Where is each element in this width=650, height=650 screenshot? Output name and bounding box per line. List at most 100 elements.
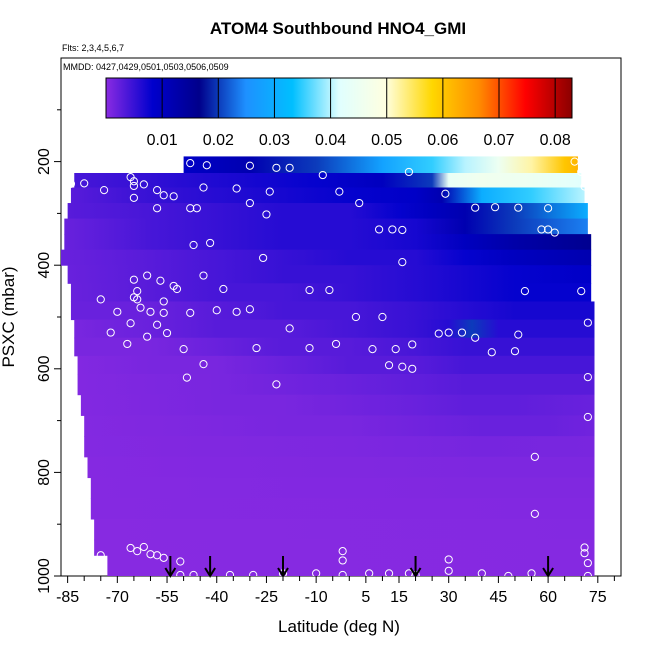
heatmap-band xyxy=(87,456,595,479)
observation-point xyxy=(504,571,513,576)
observation-point xyxy=(172,284,182,294)
observation-point xyxy=(99,185,109,195)
colorbar: 0.01 0.02 0.03 0.04 0.05 0.06 0.07 0.08 xyxy=(105,77,573,149)
x-tick-label: -55 xyxy=(155,589,178,606)
observation-point xyxy=(335,187,344,196)
heatmap-band xyxy=(74,319,595,339)
observation-point xyxy=(570,157,579,166)
observation-point xyxy=(156,276,165,285)
observation-point xyxy=(368,345,377,354)
observation-point xyxy=(550,228,559,237)
observation-point xyxy=(199,360,208,369)
chart-title: ATOM4 Southbound HNO4_GMI xyxy=(210,19,466,38)
observation-point xyxy=(285,324,294,333)
observation-point xyxy=(338,556,347,565)
observation-point xyxy=(113,307,122,316)
observation-point xyxy=(136,303,145,312)
observation-point xyxy=(265,187,274,196)
observation-point xyxy=(143,271,152,280)
observation-point xyxy=(514,203,523,212)
observation-point xyxy=(510,347,520,356)
observation-markers xyxy=(66,157,592,576)
observation-point xyxy=(159,553,168,562)
flights-note: Flts: 2,3,4,5,6,7 xyxy=(62,43,124,53)
heatmap-band xyxy=(61,249,592,266)
observation-point xyxy=(259,253,268,263)
observation-point xyxy=(318,170,327,180)
observation-point xyxy=(398,257,407,267)
observation-point xyxy=(126,319,135,328)
colorbar-tick-label: 0.08 xyxy=(540,132,571,149)
observation-point xyxy=(351,312,361,322)
observation-point xyxy=(249,570,258,576)
observation-point xyxy=(162,328,172,338)
observation-point xyxy=(384,361,394,370)
observation-point xyxy=(305,343,314,353)
observation-point xyxy=(544,204,553,213)
x-tick-label: -25 xyxy=(255,589,278,606)
heatmap-band xyxy=(70,187,585,204)
profile-arrow xyxy=(164,556,177,578)
heatmap-band xyxy=(67,265,592,284)
observation-point xyxy=(133,287,142,296)
colorbar-gradient xyxy=(105,77,573,119)
observation-point xyxy=(245,198,254,208)
observation-point xyxy=(66,179,76,188)
x-axis-title: Latitude (deg N) xyxy=(278,617,400,636)
observation-point xyxy=(285,163,294,172)
observation-point xyxy=(375,225,384,234)
observation-point xyxy=(232,307,241,316)
observation-point xyxy=(202,161,211,170)
observation-point xyxy=(471,203,480,212)
observation-point xyxy=(219,284,228,294)
x-tick-label: 30 xyxy=(440,589,458,606)
observation-point xyxy=(126,543,135,553)
x-tick-label: 60 xyxy=(539,589,557,606)
observation-point xyxy=(583,558,592,568)
observation-point xyxy=(169,192,178,201)
observation-point xyxy=(457,328,467,337)
heatmap-band xyxy=(107,555,595,576)
y-tick-label: 1000 xyxy=(36,558,53,594)
observation-point xyxy=(404,167,414,177)
observation-point xyxy=(580,182,589,191)
observation-point xyxy=(176,557,185,566)
observation-point xyxy=(189,240,198,250)
x-tick-label: 75 xyxy=(589,589,607,606)
heatmap-band xyxy=(70,301,595,321)
colorbar-tick-label: 0.02 xyxy=(203,132,234,149)
observation-point xyxy=(577,287,586,296)
observation-point xyxy=(408,340,417,349)
observation-point xyxy=(384,569,394,576)
observation-point xyxy=(331,339,341,349)
observation-point xyxy=(129,181,138,191)
heatmap-bands xyxy=(61,156,595,576)
heatmap-band xyxy=(74,172,582,188)
x-tick-label: 5 xyxy=(361,589,370,606)
heatmap-band xyxy=(80,394,595,416)
observation-point xyxy=(133,295,142,304)
observation-point xyxy=(225,570,235,576)
dates-note: MMDD: 0427,0429,0501,0503,0506,0509 xyxy=(63,62,229,72)
observation-point xyxy=(520,287,530,296)
observation-point xyxy=(152,204,162,213)
observation-point xyxy=(129,177,138,186)
observation-point xyxy=(96,551,105,560)
heatmap-band xyxy=(84,415,595,437)
observation-point xyxy=(312,569,321,576)
observation-point xyxy=(192,204,201,213)
observation-point xyxy=(186,159,195,168)
observation-point xyxy=(146,307,155,316)
observation-point xyxy=(580,549,589,558)
y-tick-label: 400 xyxy=(36,252,53,279)
observation-point xyxy=(186,308,195,317)
observation-point xyxy=(338,570,347,576)
observation-point xyxy=(96,295,105,304)
observation-point xyxy=(408,364,417,373)
observation-point xyxy=(176,570,185,576)
heatmap-band xyxy=(84,436,595,458)
observation-point xyxy=(398,225,407,235)
observation-point xyxy=(583,412,592,422)
observation-point xyxy=(199,183,208,192)
heatmap-band xyxy=(90,477,595,499)
